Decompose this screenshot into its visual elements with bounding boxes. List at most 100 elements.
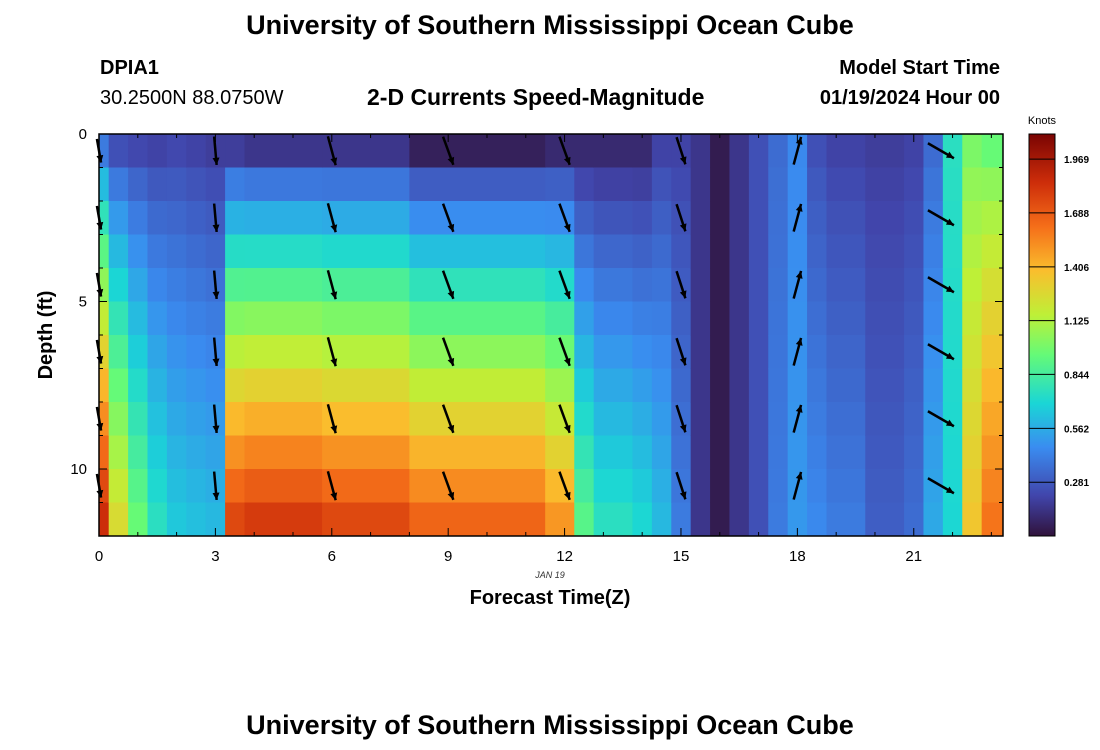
heatmap-cell <box>128 335 148 369</box>
heatmap-cell <box>147 469 168 503</box>
arrow-head <box>330 157 338 166</box>
heatmap-cell <box>322 335 410 369</box>
heatmap-cell <box>710 167 730 202</box>
heatmap-cell <box>593 167 633 202</box>
heatmap-cell <box>128 402 148 436</box>
current-vector-arrow <box>441 136 455 166</box>
current-vector-arrow <box>558 270 571 300</box>
heatmap-cell <box>322 234 410 269</box>
heatmap-cell <box>768 201 789 235</box>
heatmap-cell <box>729 268 750 302</box>
heatmap-cell <box>545 301 575 336</box>
heatmap-cell <box>147 368 168 403</box>
heatmap-cell <box>409 301 546 336</box>
heatmap-cell <box>729 201 750 235</box>
heatmap-cell <box>690 435 711 470</box>
heatmap-cell <box>826 368 866 403</box>
heatmap-cell <box>787 167 808 202</box>
heatmap-cell <box>981 201 1004 235</box>
x-tick-label: 6 <box>328 548 336 565</box>
heatmap-cell <box>128 469 148 503</box>
heatmap-cell <box>768 402 789 436</box>
heatmap-cell <box>322 134 410 168</box>
heatmap-cell <box>981 268 1004 302</box>
arrow-head <box>945 151 954 159</box>
heatmap-cell <box>787 435 808 470</box>
current-vector-arrow <box>792 471 803 500</box>
heatmap-cell <box>651 469 672 503</box>
heatmap-cell <box>409 368 546 403</box>
heatmap-cell <box>826 402 866 436</box>
heatmap-cell <box>807 134 827 168</box>
arrow-head <box>212 358 220 366</box>
heatmap-cell <box>710 234 730 269</box>
heatmap-cell <box>409 469 546 503</box>
heatmap-cell <box>651 368 672 403</box>
heatmap-cell <box>690 167 711 202</box>
arrow-head <box>679 491 687 500</box>
current-vector-arrow <box>675 270 687 299</box>
heatmap-cell <box>147 201 168 235</box>
heatmap-cell <box>748 234 769 269</box>
heatmap-cell <box>128 435 148 470</box>
heatmap-cell <box>244 167 323 202</box>
heatmap-cell <box>981 301 1004 336</box>
heatmap-cell <box>981 167 1004 202</box>
heatmap-cell <box>186 469 207 503</box>
heatmap-cell <box>225 234 245 269</box>
heatmap-cell <box>710 469 730 503</box>
heatmap-cell <box>225 201 245 235</box>
heatmap-cell <box>981 402 1004 436</box>
current-vector-arrow <box>927 209 955 227</box>
arrow-head <box>212 224 220 232</box>
heatmap-cell <box>904 134 924 168</box>
arrow-head <box>330 358 338 367</box>
heatmap-cell <box>244 502 323 537</box>
arrow-head <box>330 492 338 501</box>
heatmap-cell <box>99 368 110 403</box>
heatmap-cell <box>923 435 944 470</box>
heatmap-cell <box>865 469 905 503</box>
heatmap-cell <box>99 201 110 235</box>
heatmap-cell <box>147 234 168 269</box>
arrow-head <box>679 357 687 366</box>
heatmap-cell <box>710 402 730 436</box>
heatmap-cell <box>632 201 653 235</box>
current-vector-arrow <box>558 203 571 233</box>
heatmap-cell <box>225 335 245 369</box>
arrow-head <box>330 224 338 233</box>
heatmap-cell <box>768 469 789 503</box>
current-vector-arrow <box>326 403 338 434</box>
heatmap-cell <box>690 301 711 336</box>
heatmap-cell <box>942 402 963 436</box>
heatmap-cell <box>671 368 692 403</box>
heatmap-cell <box>768 301 789 336</box>
arrow-head <box>96 355 104 364</box>
heatmap-cell <box>904 469 924 503</box>
heatmap-cell <box>690 402 711 436</box>
heatmap-cell <box>574 368 595 403</box>
current-vector-arrow <box>927 410 955 428</box>
arrow-head <box>679 223 687 232</box>
heatmap-cell <box>322 402 410 436</box>
heatmap-cell <box>632 469 653 503</box>
heatmap-cell <box>748 134 769 168</box>
heatmap-cell <box>710 502 730 537</box>
heatmap-cell <box>826 335 866 369</box>
heatmap-cell <box>768 335 789 369</box>
station-coordinates: 30.2500N 88.0750W <box>100 87 284 109</box>
heatmap-cell <box>651 502 672 537</box>
heatmap-cell <box>409 167 546 202</box>
arrow-head <box>945 352 954 360</box>
heatmap-cell <box>748 368 769 403</box>
x-tick-label: 9 <box>444 548 452 565</box>
heatmap-cell <box>593 469 633 503</box>
heatmap-cell <box>904 201 924 235</box>
heatmap-cell <box>166 134 187 168</box>
heatmap-cell <box>147 402 168 436</box>
heatmap-cell <box>807 402 827 436</box>
arrow-head <box>795 404 803 413</box>
heatmap-cell <box>962 268 983 302</box>
heatmap-cell <box>807 469 827 503</box>
heatmap-cell <box>244 469 323 503</box>
